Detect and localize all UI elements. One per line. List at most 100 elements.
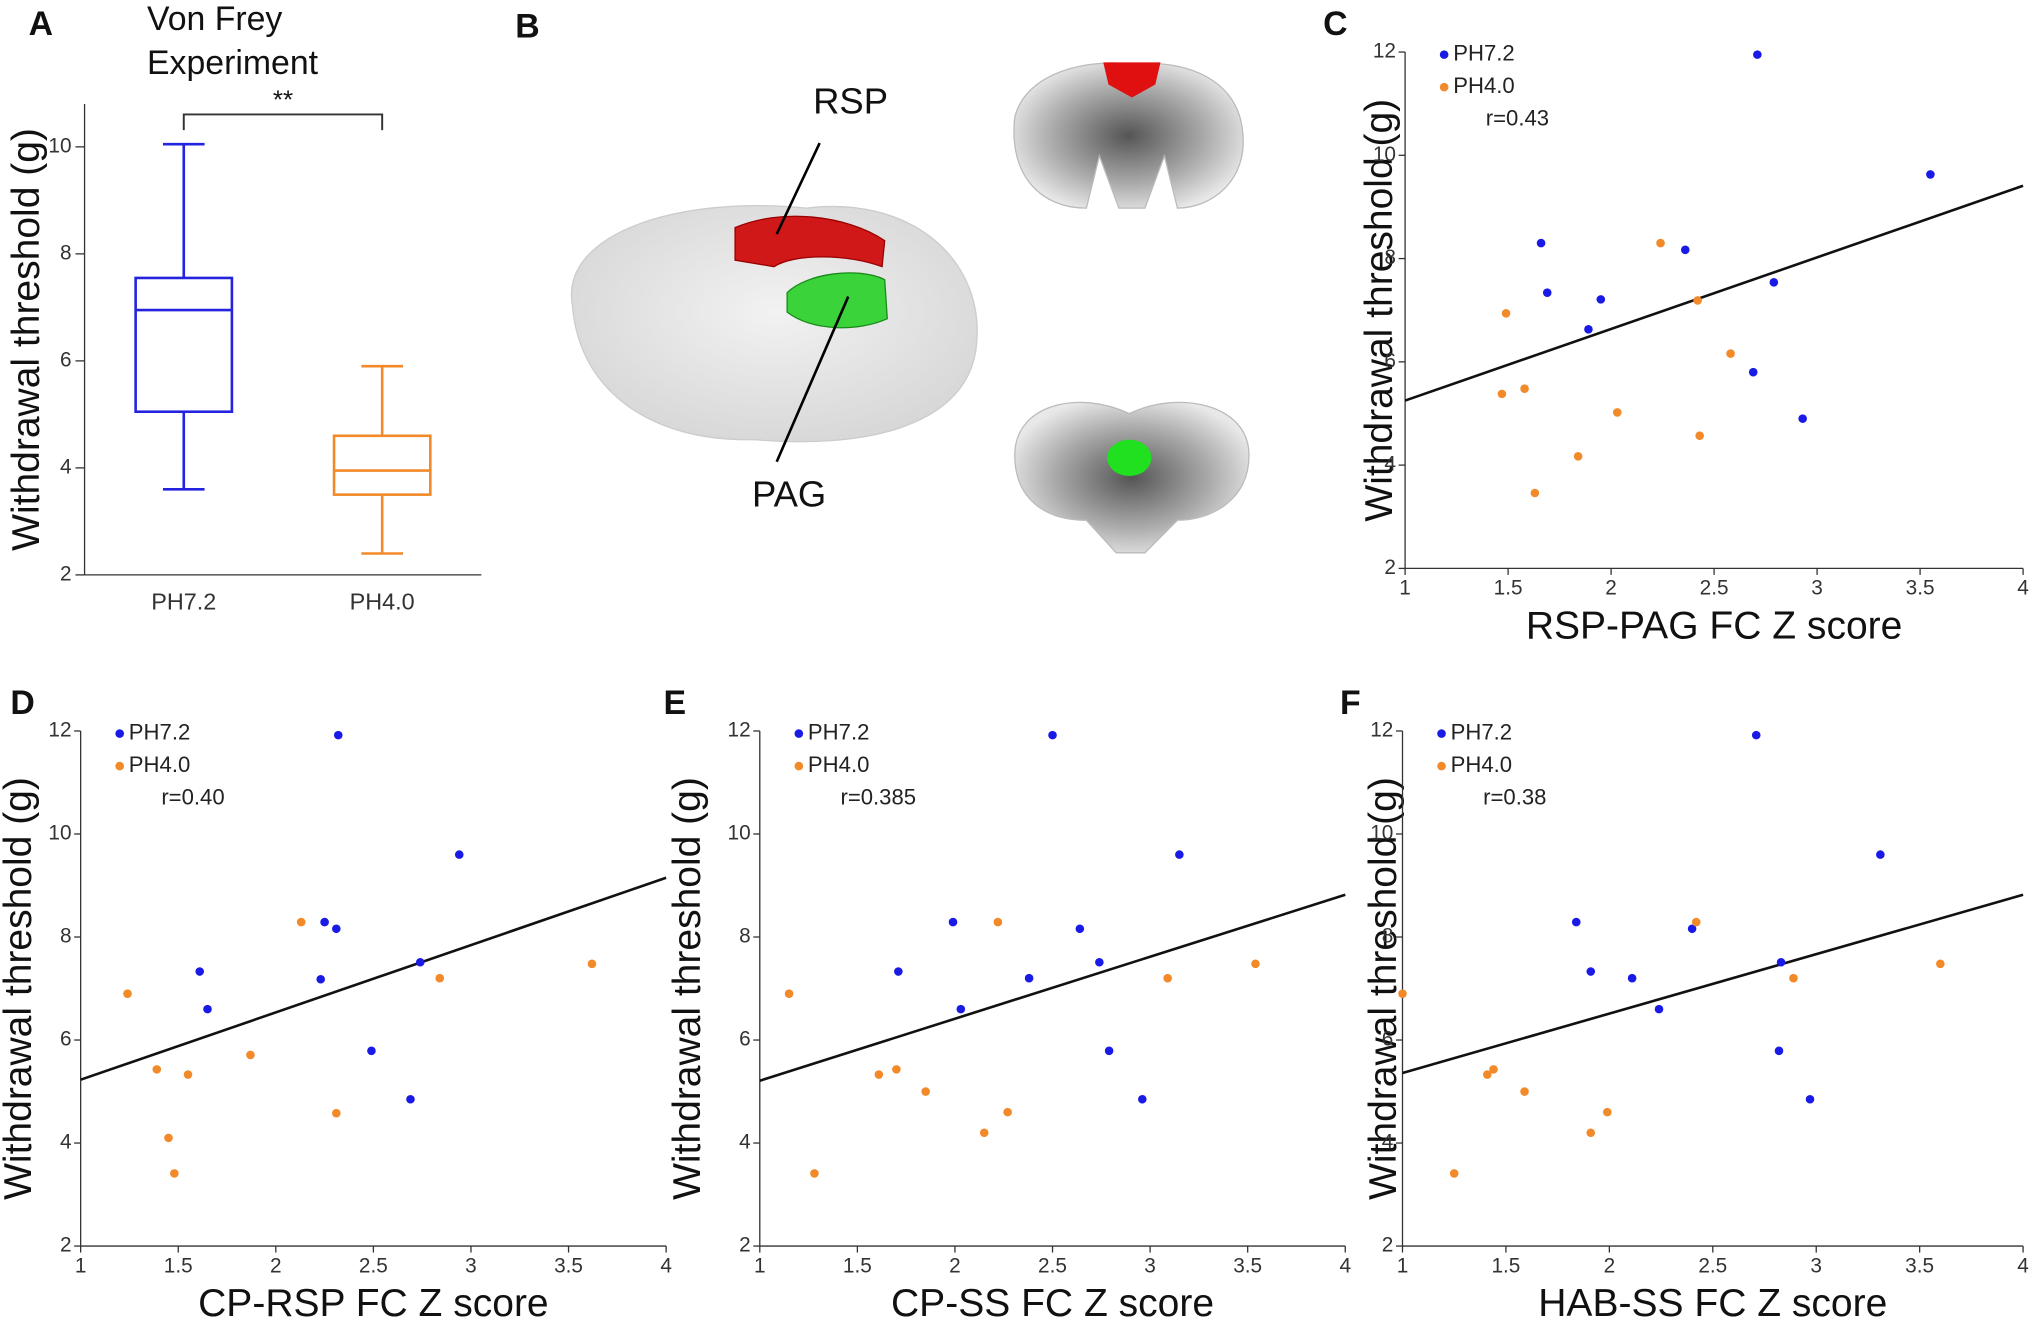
data-point	[332, 924, 341, 934]
y-tick-label: 8	[60, 241, 72, 264]
legend-marker	[794, 761, 804, 771]
data-point	[123, 989, 132, 998]
data-point	[1596, 295, 1606, 304]
annotation: r=0.43	[1486, 106, 1549, 131]
data-point	[587, 959, 597, 969]
significance: **	[273, 84, 293, 114]
data-point	[203, 1004, 212, 1014]
chart-title: Von Frey	[147, 0, 282, 38]
y-tick-label: 10	[1373, 143, 1396, 166]
y-tick-label: 6	[60, 348, 72, 371]
legend-label: PH7.2	[1451, 719, 1512, 744]
legend-marker	[115, 729, 124, 738]
legend-marker	[1439, 50, 1449, 59]
data-point	[1748, 367, 1758, 377]
data-point	[1520, 1087, 1529, 1096]
data-point	[1612, 408, 1622, 417]
data-point	[367, 1046, 376, 1056]
data-point	[1876, 850, 1885, 859]
x-tick-label: 1	[1397, 1254, 1409, 1277]
legend-marker	[1439, 82, 1449, 92]
panel-b: B RSP PAG	[515, 8, 1250, 554]
data-point	[921, 1087, 930, 1096]
data-point	[993, 917, 1003, 927]
data-point	[1603, 1107, 1612, 1117]
x-tick-label: PH4.0	[350, 589, 415, 615]
panel-label: F	[1340, 684, 1361, 722]
x-tick-label: 1.5	[164, 1254, 193, 1277]
data-point	[1695, 431, 1704, 440]
data-point	[894, 967, 903, 976]
x-tick-label: 3	[465, 1254, 477, 1277]
data-point	[1687, 924, 1697, 934]
y-tick-label: 10	[48, 134, 71, 157]
data-point	[1536, 238, 1546, 248]
y-tick-label: 8	[1384, 246, 1396, 269]
data-point	[874, 1070, 884, 1079]
data-point	[1926, 170, 1935, 179]
annotation: r=0.40	[161, 784, 224, 809]
x-tick-label: 2.5	[359, 1254, 388, 1277]
data-point	[1095, 957, 1104, 967]
data-point	[1627, 973, 1637, 983]
data-point	[1449, 1169, 1459, 1178]
x-tick-label: 3	[1811, 577, 1823, 600]
rsp-slice	[1103, 62, 1161, 98]
x-tick-label: 1	[754, 1254, 766, 1277]
y-tick-label: 6	[60, 1028, 72, 1051]
x-tick-label: 2.5	[1700, 577, 1729, 600]
data-point	[979, 1128, 989, 1138]
data-point	[1776, 957, 1786, 967]
y-tick-label: 2	[60, 562, 72, 585]
data-point	[1726, 349, 1735, 358]
region-label: RSP	[813, 81, 888, 122]
region-label: PAG	[752, 473, 826, 514]
data-point	[195, 967, 204, 976]
y-tick-label: 2	[60, 1234, 72, 1257]
panel-label: C	[1323, 5, 1347, 43]
legend-marker	[1437, 761, 1446, 771]
data-point	[1501, 309, 1511, 318]
y-tick-label: 2	[739, 1234, 751, 1257]
data-point	[1024, 973, 1034, 983]
annotation: r=0.385	[840, 784, 916, 809]
legend-label: PH4.0	[1451, 752, 1512, 777]
data-point	[892, 1065, 901, 1074]
panel-label: E	[664, 684, 687, 722]
data-point	[183, 1070, 193, 1079]
data-point	[1656, 238, 1665, 248]
data-point	[1769, 278, 1779, 287]
x-tick-label: 4	[1339, 1254, 1351, 1277]
data-point	[1693, 296, 1702, 305]
x-tick-label: 3.5	[1906, 577, 1935, 600]
data-point	[784, 989, 794, 998]
data-point	[1586, 967, 1596, 976]
y-tick-label: 2	[1384, 556, 1396, 579]
x-tick-label: 1.5	[843, 1254, 872, 1277]
x-tick-label: 3	[1144, 1254, 1156, 1277]
y-tick-label: 10	[1370, 822, 1393, 845]
data-point	[1573, 452, 1583, 461]
y-tick-label: 4	[60, 455, 72, 478]
fit-line	[1404, 184, 2024, 402]
chart-title: Experiment	[147, 44, 319, 82]
data-point	[1936, 959, 1945, 969]
data-point	[810, 1169, 819, 1178]
legend-label: PH7.2	[129, 719, 190, 744]
data-point	[332, 1108, 341, 1118]
pag-slice	[1107, 439, 1152, 477]
y-axis-label: Withdrawal threshold (g)	[666, 777, 709, 1200]
legend-label: PH7.2	[1453, 40, 1514, 65]
data-point	[1075, 924, 1085, 934]
y-axis-label: Withdrawal threshold (g)	[1362, 777, 1405, 1200]
legend-marker	[794, 729, 804, 738]
pointer	[775, 142, 821, 235]
data-point	[333, 730, 343, 740]
x-tick-label: 3	[1810, 1254, 1822, 1277]
data-point	[1789, 973, 1798, 983]
pag-region	[786, 272, 888, 329]
data-point	[1398, 989, 1407, 998]
x-axis-label: CP-SS FC Z score	[891, 1282, 1214, 1325]
data-point	[1751, 730, 1761, 740]
